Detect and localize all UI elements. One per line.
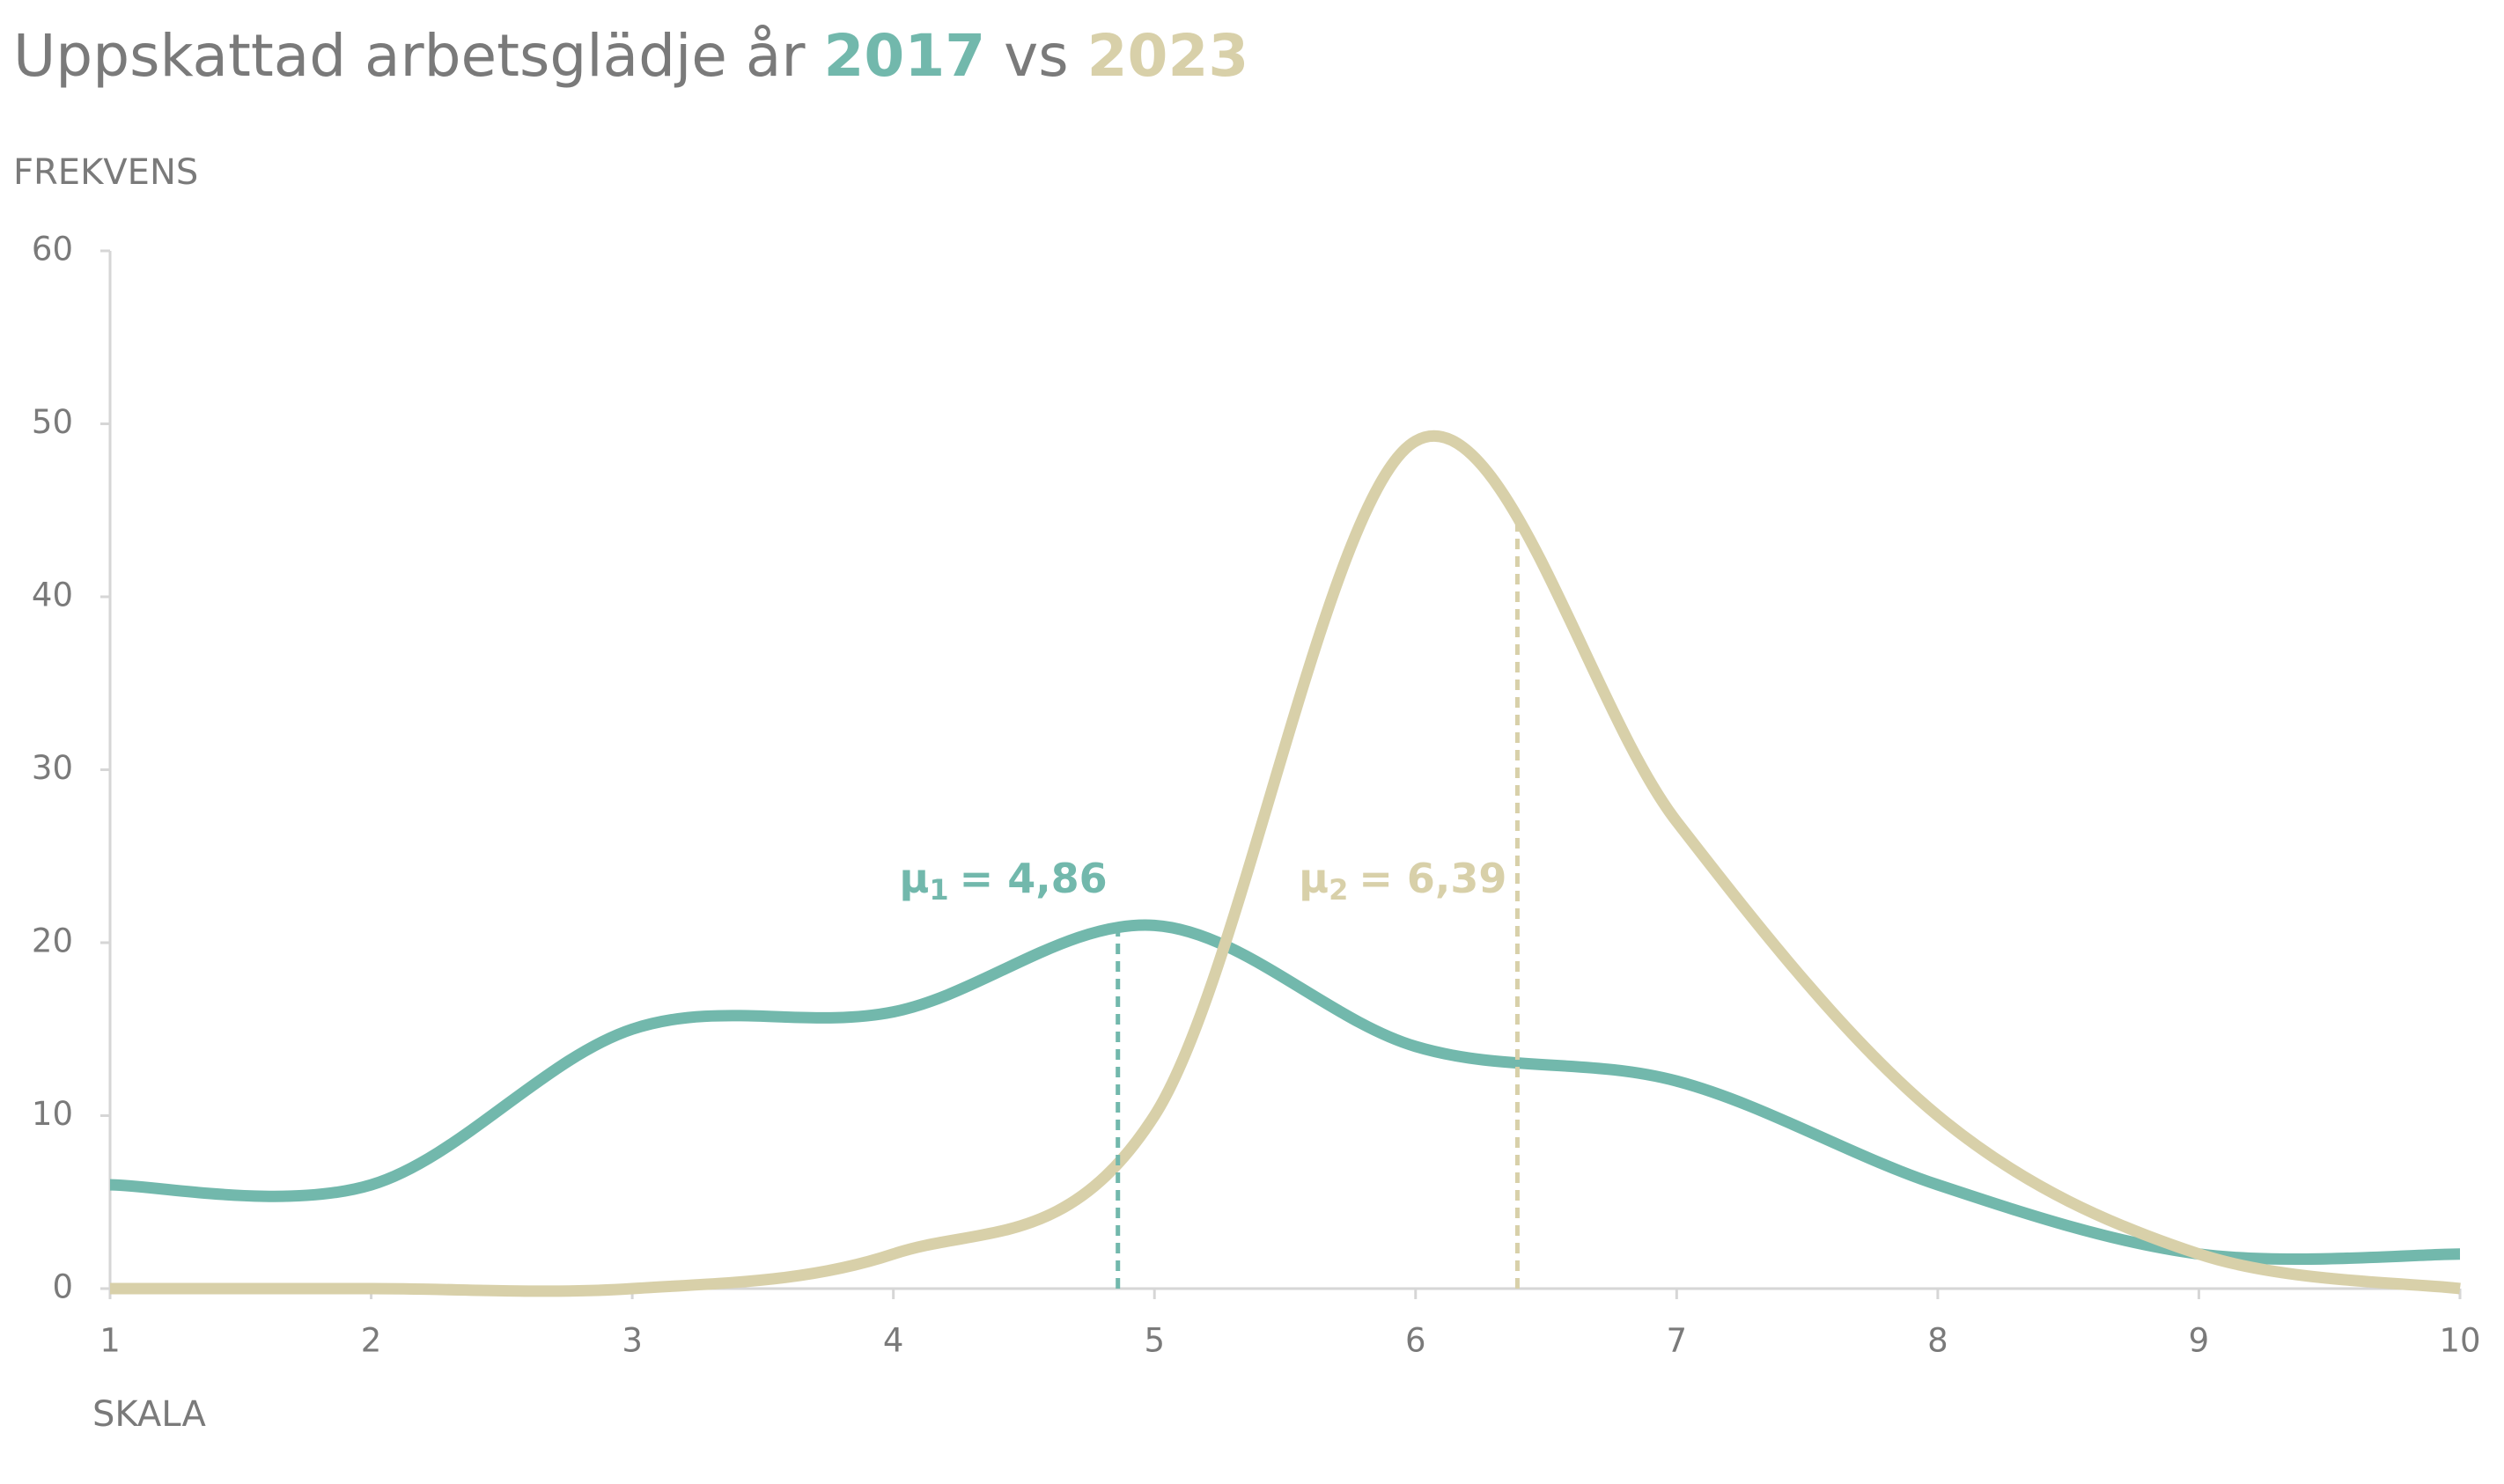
- y-tick-label: 30: [32, 749, 73, 787]
- y-tick-label: 10: [32, 1095, 73, 1133]
- x-tick-label: 7: [1667, 1322, 1688, 1360]
- mean-index: 1: [929, 873, 948, 907]
- line: [109, 919, 2461, 1266]
- mean-symbol: μ: [900, 855, 930, 902]
- x-tick-label: 3: [622, 1322, 643, 1360]
- title-join: vs: [1004, 22, 1068, 90]
- mean-text: = 4,86: [960, 855, 1108, 902]
- x-tick-label: 10: [2439, 1322, 2480, 1360]
- title-series: 2017: [823, 22, 985, 90]
- title-series: 2023: [1087, 22, 1249, 90]
- y-tick-label: 60: [32, 231, 73, 268]
- x-tick-label: 8: [1927, 1322, 1948, 1360]
- y-axis-label: FREKVENS: [13, 152, 198, 193]
- y-tick-label: 20: [32, 922, 73, 960]
- mean-index: 2: [1329, 873, 1348, 907]
- y-tick-label: 40: [32, 577, 73, 614]
- x-tick-label: 6: [1405, 1322, 1426, 1360]
- chart-title: Uppskattad arbetsglädje år 2017 vs 2023: [13, 22, 1248, 90]
- mean-label: μ1 = 4,86: [900, 855, 1108, 907]
- title-text: Uppskattad arbetsglädje år: [13, 22, 806, 90]
- y-tick-label: 0: [52, 1268, 73, 1306]
- mean-text: = 6,39: [1359, 855, 1506, 902]
- y-tick-label: 50: [32, 403, 73, 441]
- x-tick-label: 9: [2189, 1322, 2210, 1360]
- mean-symbol: μ: [1299, 855, 1329, 902]
- x-tick-label: 4: [883, 1322, 904, 1360]
- x-axis-label: SKALA: [92, 1394, 206, 1435]
- x-tick-label: 1: [99, 1322, 121, 1360]
- x-tick-label: 5: [1144, 1322, 1165, 1360]
- x-tick-label: 2: [361, 1322, 382, 1360]
- mean-label: μ2 = 6,39: [1299, 855, 1506, 907]
- line: [110, 430, 2461, 1297]
